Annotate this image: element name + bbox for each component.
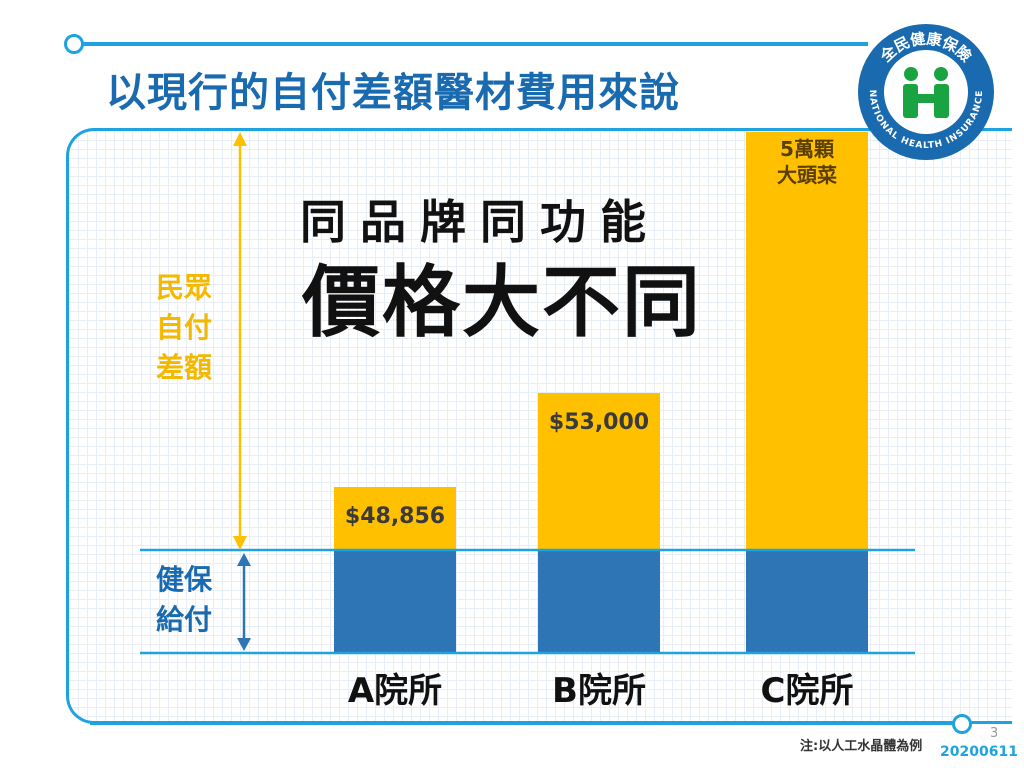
copay-bar bbox=[334, 487, 456, 550]
slide-title: 以現行的自付差額醫材費用來說 bbox=[106, 70, 680, 116]
rule-start-dot bbox=[64, 34, 84, 54]
insurance-bar bbox=[538, 551, 660, 652]
insurance-arrow-down-icon bbox=[237, 638, 251, 651]
data-label: $48,856 bbox=[345, 504, 445, 529]
patient-copay-label: 民眾 自付 差額 bbox=[144, 268, 224, 388]
slide-date: 20200611 bbox=[940, 744, 1018, 760]
patient-label-line: 差額 bbox=[155, 351, 212, 384]
title-rule bbox=[78, 42, 868, 46]
data-label: 5萬顆 bbox=[780, 137, 835, 161]
patient-label-line: 自付 bbox=[155, 311, 212, 344]
nhi-logo-icon: 全民健康保險 NATIONAL HEALTH INSURANCE bbox=[858, 24, 994, 160]
rule-end-dot bbox=[952, 714, 972, 734]
headline-line1: 同品牌同功能 bbox=[300, 195, 660, 249]
logo-figures bbox=[903, 67, 949, 118]
copay-bar bbox=[538, 393, 660, 550]
insurance-bar bbox=[334, 551, 456, 652]
category-label: B院所 bbox=[552, 671, 646, 711]
insurance-arrow-up-icon bbox=[237, 553, 251, 566]
insurance-label-line: 健保 bbox=[155, 563, 212, 596]
panel-bottom-rule bbox=[90, 722, 952, 725]
category-label: A院所 bbox=[348, 671, 442, 711]
copay-bar bbox=[746, 132, 868, 550]
headline-line2: 價格大不同 bbox=[302, 258, 703, 348]
patient-label-line: 民眾 bbox=[155, 271, 212, 304]
copay-arrow-down-icon bbox=[233, 536, 247, 550]
data-label: $53,000 bbox=[549, 410, 649, 435]
data-label: 大頭菜 bbox=[777, 163, 837, 187]
copay-arrow-up-icon bbox=[233, 132, 247, 146]
insurance-payment-label: 健保 給付 bbox=[144, 560, 224, 640]
insurance-label-line: 給付 bbox=[155, 603, 212, 636]
page-number: 3 bbox=[990, 726, 999, 741]
category-label: C院所 bbox=[761, 671, 854, 711]
footnote: 注:以人工水晶體為例 bbox=[800, 739, 923, 754]
insurance-bar bbox=[746, 551, 868, 652]
